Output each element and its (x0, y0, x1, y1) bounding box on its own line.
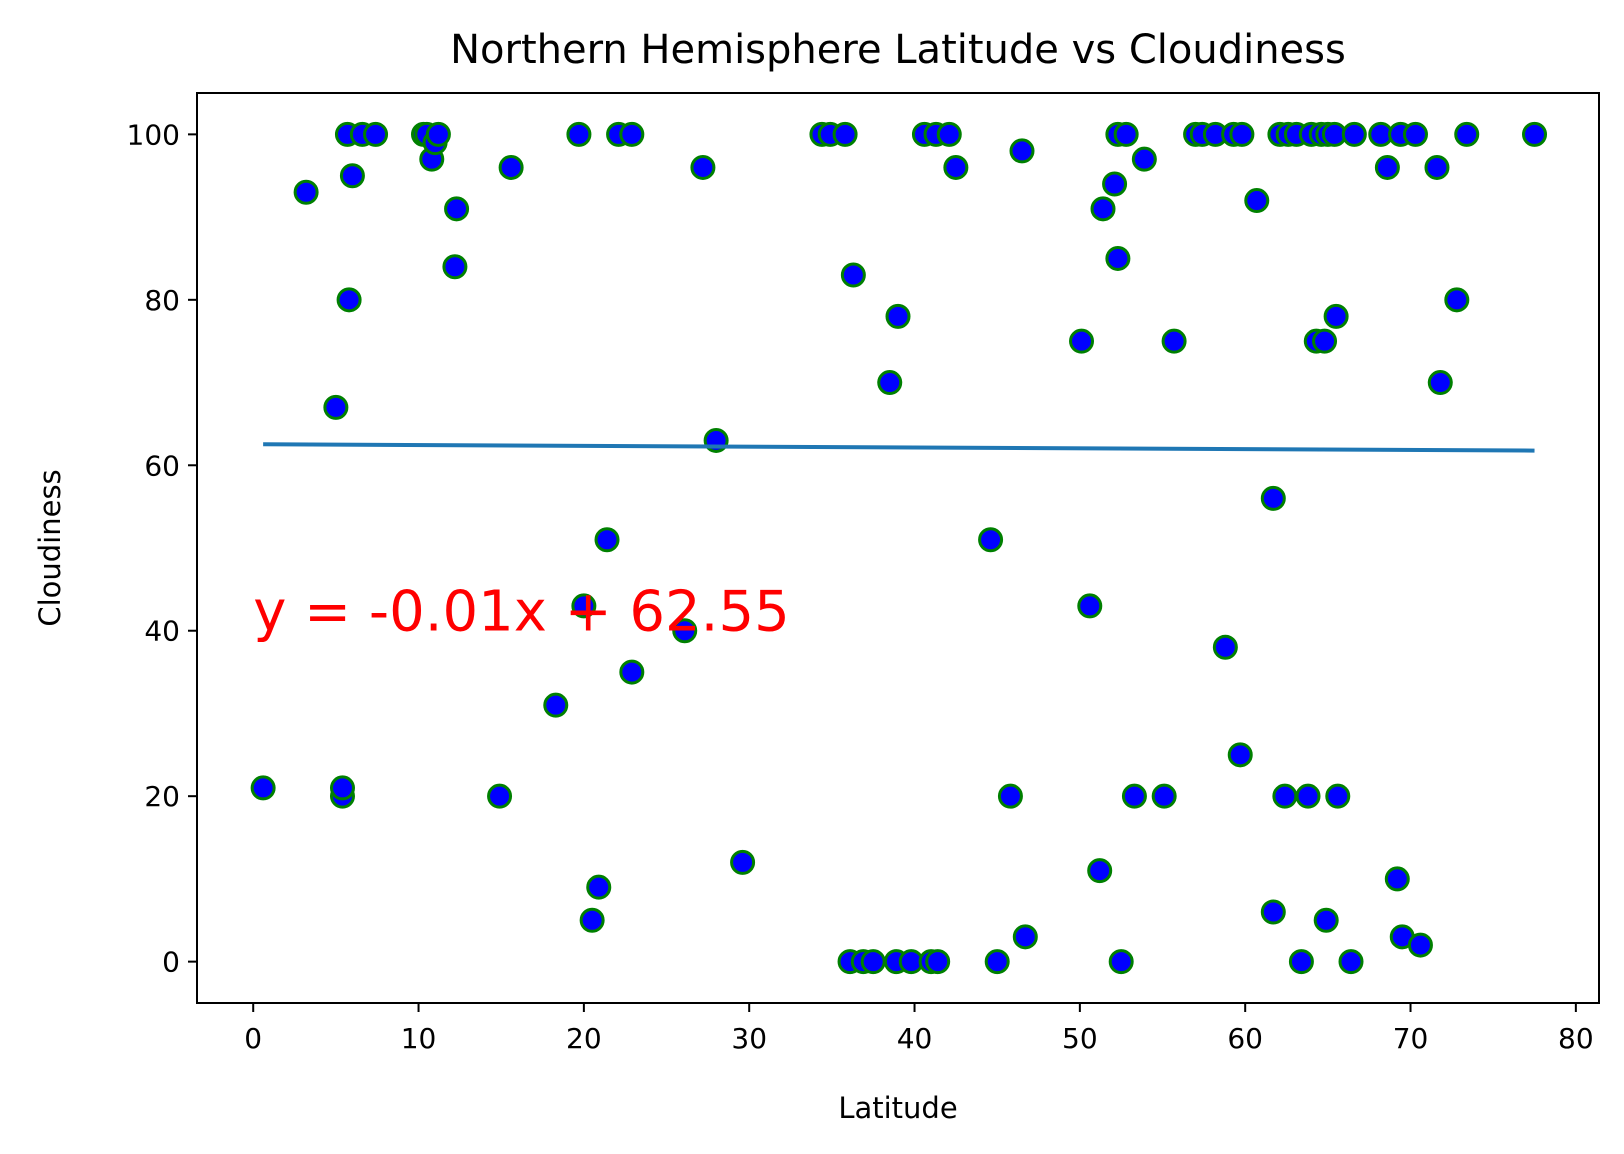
data-point (1131, 146, 1157, 172)
data-point (1444, 287, 1470, 313)
data-point (1229, 121, 1255, 147)
data-point (1244, 188, 1270, 214)
data-point (579, 907, 605, 933)
data-point (1522, 121, 1548, 147)
data-point (1384, 866, 1410, 892)
data-point (1407, 932, 1433, 958)
data-point (860, 949, 886, 975)
data-point (1402, 121, 1428, 147)
data-point (566, 121, 592, 147)
data-point (1454, 121, 1480, 147)
data-point (943, 154, 969, 180)
data-point (1077, 593, 1103, 619)
y-tick-label: 100 (127, 118, 180, 151)
data-point (425, 121, 451, 147)
data-point (1102, 171, 1128, 197)
data-point (1325, 783, 1351, 809)
data-point (690, 154, 716, 180)
x-tick-label: 40 (897, 1022, 933, 1055)
data-point (329, 775, 355, 801)
data-point (1227, 742, 1253, 768)
data-point (936, 121, 962, 147)
data-point (442, 254, 468, 280)
data-point (1012, 924, 1038, 950)
y-tick-label: 20 (144, 780, 180, 813)
data-point (1374, 154, 1400, 180)
data-point (1288, 949, 1314, 975)
data-point (1113, 121, 1139, 147)
y-axis-ticks: 0 20 40 60 80 100 (127, 118, 197, 979)
x-tick-label: 50 (1062, 1022, 1098, 1055)
data-point (363, 121, 389, 147)
data-point (1427, 370, 1453, 396)
x-axis-title: Latitude (838, 1091, 957, 1125)
y-axis-title: Cloudiness (33, 469, 67, 626)
data-point (1212, 634, 1238, 660)
plot-frame (196, 92, 1600, 1004)
x-tick-label: 20 (566, 1022, 602, 1055)
data-point (1069, 328, 1095, 354)
data-point (1424, 154, 1450, 180)
data-point (1009, 138, 1035, 164)
x-axis-ticks: 0 10 20 30 40 50 60 70 80 (244, 1003, 1594, 1055)
data-point (1260, 899, 1286, 925)
x-tick-label: 80 (1558, 1022, 1594, 1055)
data-point (1090, 196, 1116, 222)
data-point (1105, 245, 1131, 271)
data-point (619, 121, 645, 147)
data-point (571, 593, 597, 619)
data-point (487, 783, 513, 809)
data-point (1312, 328, 1338, 354)
data-point (997, 783, 1023, 809)
data-point (1121, 783, 1147, 809)
x-tick-label: 0 (244, 1022, 262, 1055)
chart-title: Northern Hemisphere Latitude vs Cloudine… (450, 27, 1346, 73)
y-tick-label: 0 (162, 946, 180, 979)
x-tick-label: 60 (1227, 1022, 1263, 1055)
y-tick-label: 40 (144, 615, 180, 648)
data-point (1161, 328, 1187, 354)
regression-equation: y = -0.01x + 62.55 (253, 580, 790, 645)
data-point (1295, 783, 1321, 809)
data-point (1338, 949, 1364, 975)
data-point (1260, 485, 1286, 511)
data-point (293, 179, 319, 205)
data-point (877, 370, 903, 396)
data-point (1341, 121, 1367, 147)
data-point (1313, 907, 1339, 933)
data-point (250, 775, 276, 801)
data-point (619, 659, 645, 685)
data-point (978, 527, 1004, 553)
data-point (1151, 783, 1177, 809)
data-point (730, 849, 756, 875)
data-point (586, 874, 612, 900)
data-point (594, 527, 620, 553)
data-point (339, 163, 365, 189)
data-point (543, 692, 569, 718)
data-point (925, 949, 951, 975)
data-point (1108, 949, 1134, 975)
data-point (323, 394, 349, 420)
x-tick-label: 10 (401, 1022, 437, 1055)
data-points (250, 121, 1548, 975)
data-point (1087, 858, 1113, 884)
data-point (444, 196, 470, 222)
y-tick-label: 60 (144, 449, 180, 482)
data-point (984, 949, 1010, 975)
data-point (1323, 303, 1349, 329)
regression-line (263, 442, 1535, 453)
data-point (885, 303, 911, 329)
x-tick-label: 30 (731, 1022, 767, 1055)
y-tick-label: 80 (144, 284, 180, 317)
x-tick-label: 70 (1393, 1022, 1429, 1055)
data-point (1272, 783, 1298, 809)
data-point (672, 618, 698, 644)
data-point (498, 154, 524, 180)
data-point (840, 262, 866, 288)
data-point (832, 121, 858, 147)
data-point (336, 287, 362, 313)
